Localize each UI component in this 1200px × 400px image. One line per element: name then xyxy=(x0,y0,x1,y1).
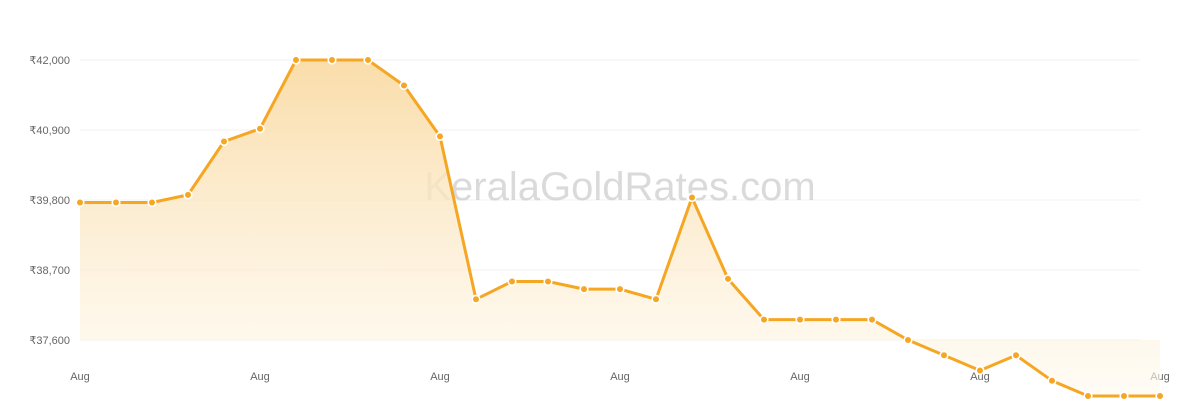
data-point[interactable] xyxy=(147,197,157,208)
x-tick-label: Aug xyxy=(430,371,450,383)
data-point[interactable] xyxy=(183,190,193,200)
data-point[interactable] xyxy=(255,124,265,134)
x-axis: AugAugAugAugAugAugAug xyxy=(70,371,1170,383)
data-point[interactable] xyxy=(1083,391,1093,400)
data-point[interactable] xyxy=(543,276,553,287)
data-point[interactable] xyxy=(687,192,697,203)
data-point[interactable] xyxy=(75,197,85,208)
series-area xyxy=(80,60,1160,396)
data-point[interactable] xyxy=(1119,391,1129,400)
x-tick-label: Aug xyxy=(70,371,90,383)
data-point[interactable] xyxy=(1011,350,1021,360)
x-tick-label: Aug xyxy=(970,371,990,383)
data-point[interactable] xyxy=(219,136,229,147)
data-point[interactable] xyxy=(903,335,913,345)
data-point[interactable] xyxy=(831,315,841,325)
data-point[interactable] xyxy=(399,80,409,91)
data-point[interactable] xyxy=(291,55,301,65)
data-point[interactable] xyxy=(975,365,985,376)
watermark: KeralaGoldRates.com xyxy=(424,165,815,209)
data-point[interactable] xyxy=(759,315,769,325)
y-tick-label: ₹40,900 xyxy=(29,125,70,137)
series-markers xyxy=(75,55,1165,400)
y-tick-label: ₹37,600 xyxy=(29,335,70,347)
data-point[interactable] xyxy=(615,284,625,294)
y-axis: ₹37,600 ₹38,700 ₹39,800 ₹40,900 ₹42,000 xyxy=(29,55,70,347)
data-point[interactable] xyxy=(435,131,445,141)
data-point[interactable] xyxy=(723,274,733,284)
data-point[interactable] xyxy=(471,294,481,304)
data-point[interactable] xyxy=(651,294,661,304)
x-tick-label: Aug xyxy=(250,371,270,383)
data-point[interactable] xyxy=(579,284,589,294)
data-point[interactable] xyxy=(327,55,337,65)
data-point[interactable] xyxy=(795,315,805,325)
data-point[interactable] xyxy=(1047,376,1057,386)
x-tick-label: Aug xyxy=(790,371,810,383)
data-point[interactable] xyxy=(111,197,121,208)
data-point[interactable] xyxy=(507,276,517,287)
x-tick-label: Aug xyxy=(610,371,630,383)
y-tick-label: ₹38,700 xyxy=(29,265,70,277)
data-point[interactable] xyxy=(363,55,373,65)
y-tick-label: ₹42,000 xyxy=(29,55,70,67)
data-point[interactable] xyxy=(939,350,949,360)
data-point[interactable] xyxy=(867,315,877,325)
y-tick-label: ₹39,800 xyxy=(29,195,70,207)
data-point[interactable] xyxy=(1155,391,1165,400)
